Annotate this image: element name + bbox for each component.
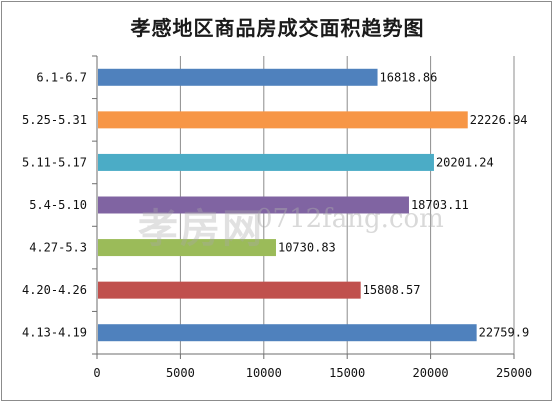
- chart-title: 孝感地区商品房成交面积趋势图: [130, 16, 425, 40]
- data-label: 16818.86: [380, 70, 438, 84]
- bar: [98, 239, 276, 257]
- data-label: 20201.24: [436, 155, 494, 169]
- bar: [98, 324, 477, 342]
- data-label: 22759.9: [479, 326, 530, 340]
- category-label: 4.20-4.26: [22, 283, 87, 297]
- bar: [98, 196, 409, 214]
- bar: [98, 281, 361, 299]
- x-tick-label: 15000: [329, 366, 365, 380]
- data-label: 10730.83: [278, 241, 336, 255]
- category-label: 5.25-5.31: [22, 113, 87, 127]
- watermark-logo: 孝房网: [138, 205, 264, 252]
- watermark-url: 0712fang.com: [256, 204, 444, 234]
- bar: [98, 153, 434, 171]
- bar: [98, 111, 468, 129]
- bar: [98, 68, 378, 86]
- category-label: 5.4-5.10: [29, 198, 87, 212]
- axis-layer: [92, 55, 515, 359]
- data-label: 15808.57: [363, 283, 421, 297]
- x-tick-label: 25000: [496, 366, 532, 380]
- category-label: 4.13-4.19: [22, 326, 87, 340]
- x-tick-label: 20000: [413, 366, 449, 380]
- data-label: 18703.11: [411, 198, 469, 212]
- category-label: 4.27-5.3: [29, 241, 87, 255]
- category-label: 6.1-6.7: [36, 70, 87, 84]
- bar-layer: [98, 68, 477, 342]
- category-label: 5.11-5.17: [22, 155, 87, 169]
- x-tick-label: 5000: [166, 366, 195, 380]
- label-layer: 0 5000 10000 15000 20000 25000 6.1-6.7 16818.86…: [22, 70, 532, 380]
- data-label: 22226.94: [470, 113, 528, 127]
- x-tick-label: 0: [93, 366, 100, 380]
- x-tick-label: 10000: [246, 366, 282, 380]
- watermark: 孝房网 0712fang.com: [138, 196, 444, 252]
